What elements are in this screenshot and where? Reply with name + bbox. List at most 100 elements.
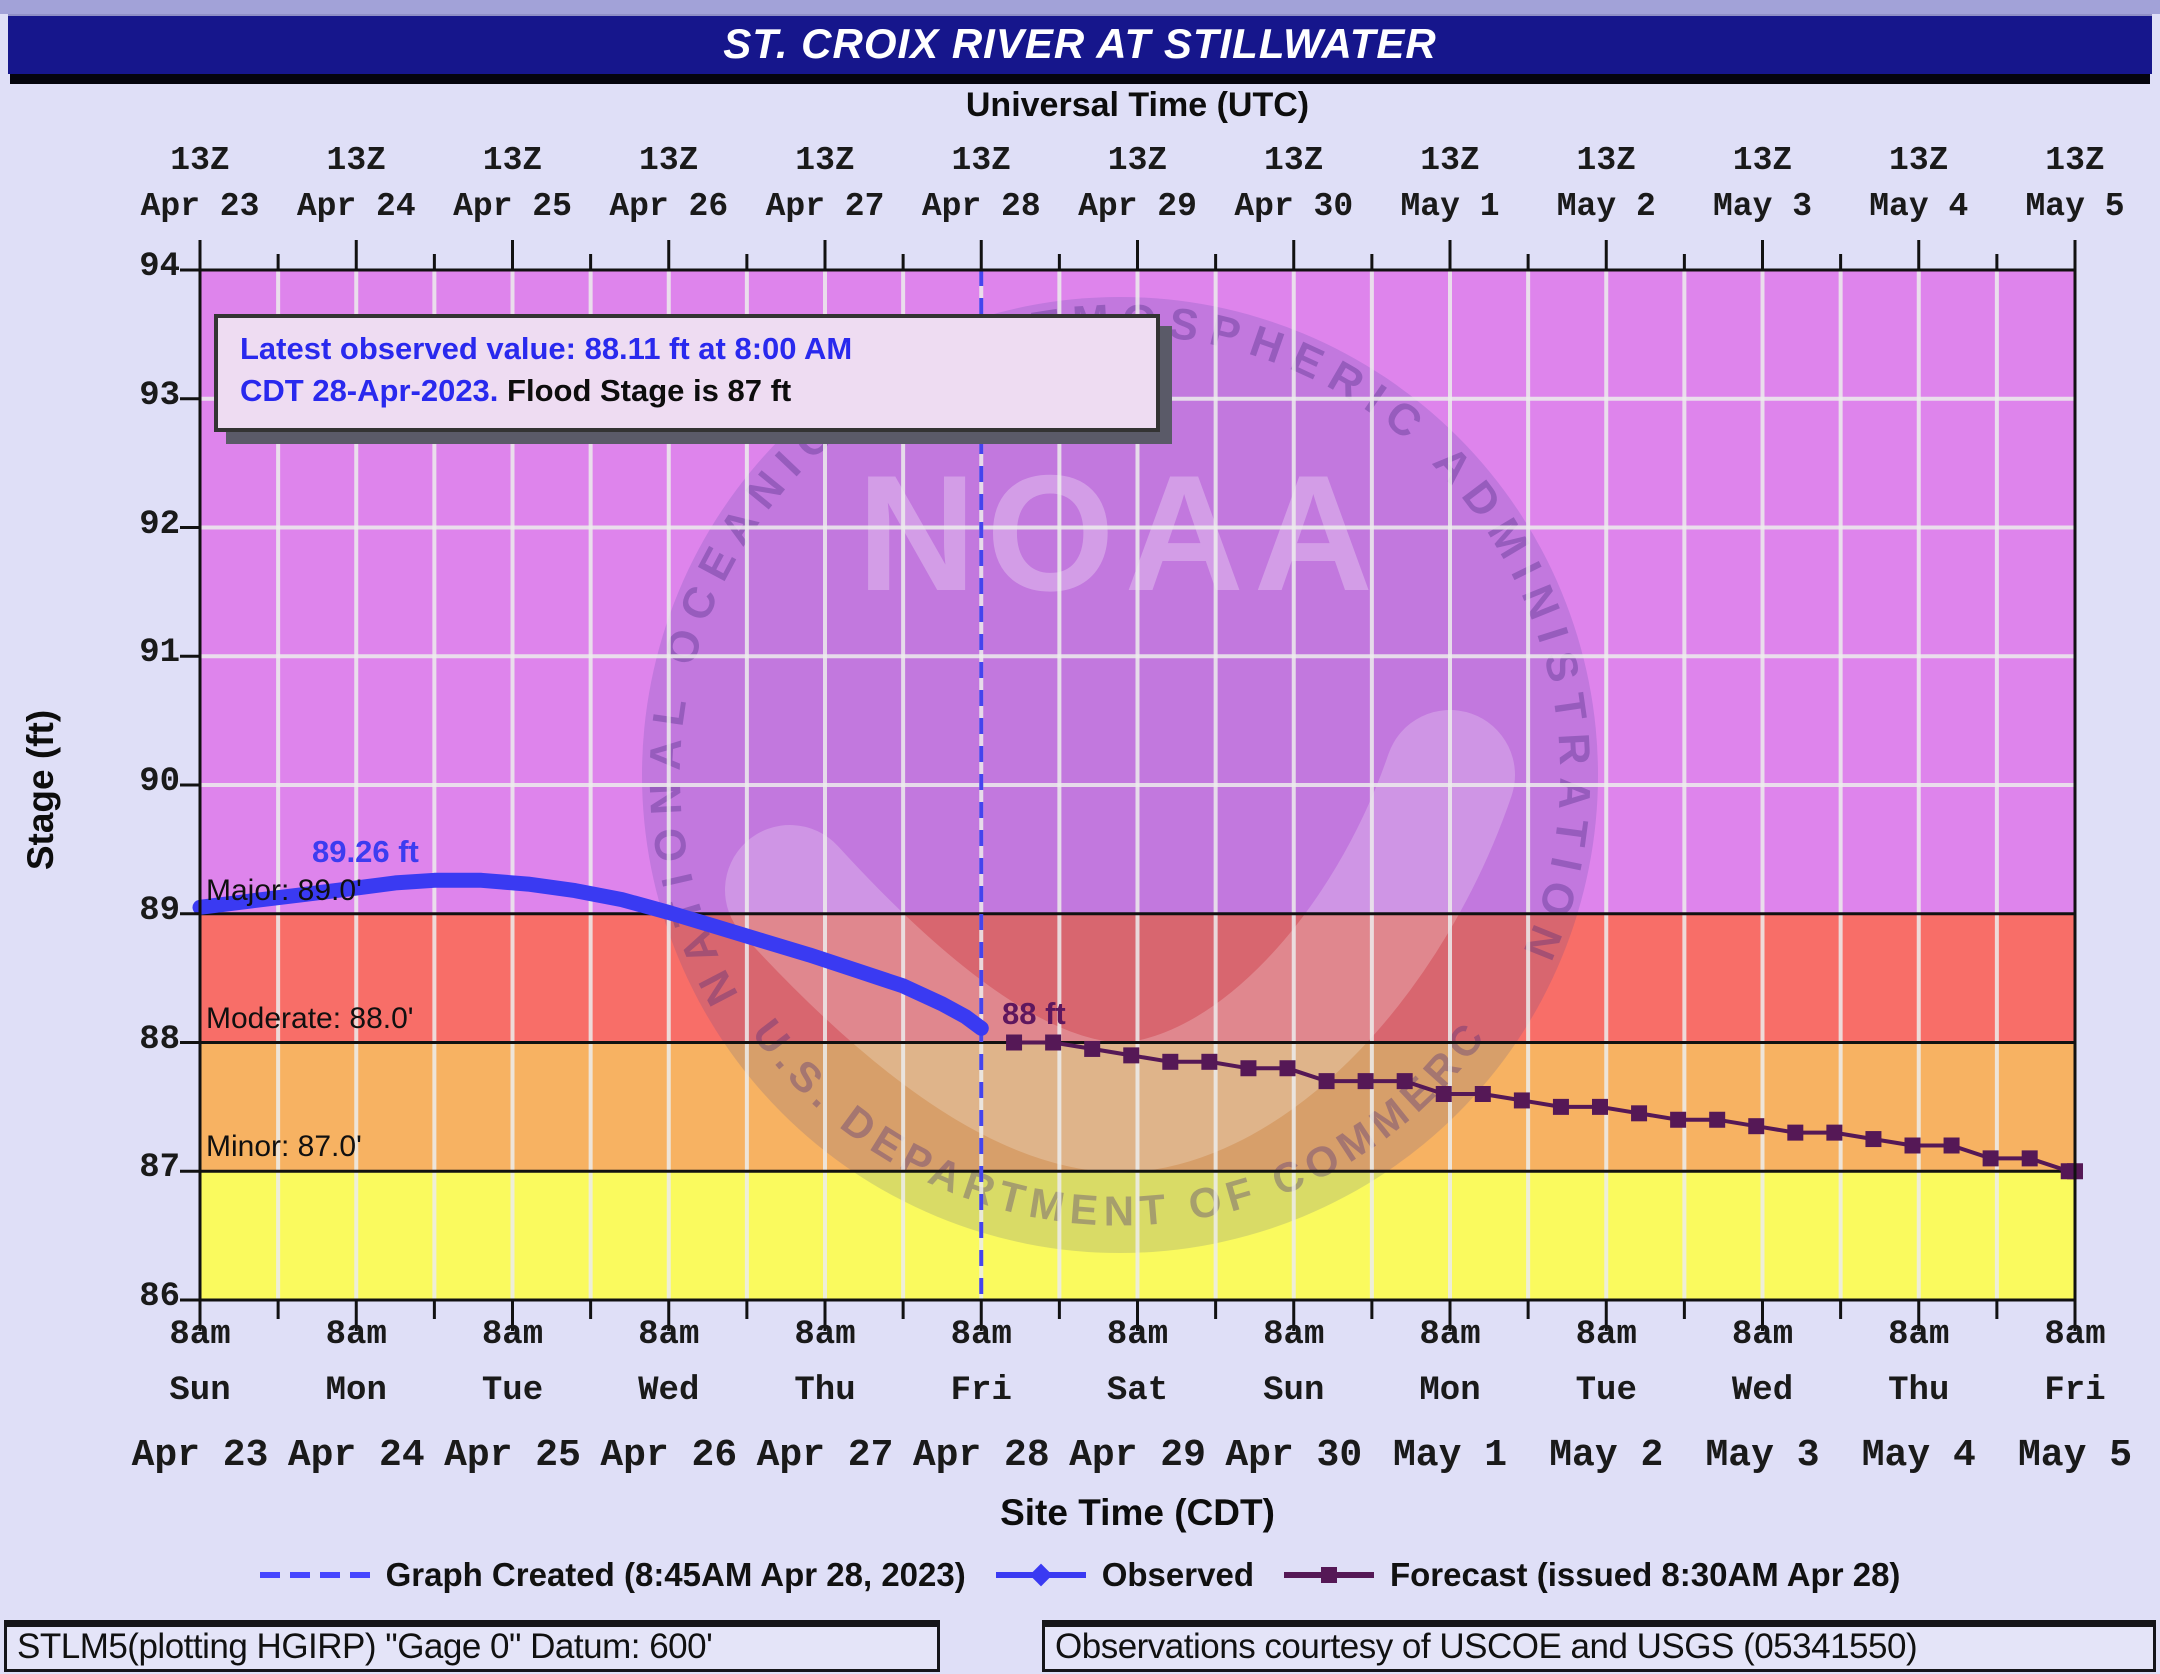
legend-item-forecast: Forecast (issued 8:30AM Apr 28) [1283, 1556, 1901, 1594]
station-datum-box: STLM5(plotting HGIRP) "Gage 0" Datum: 60… [4, 1620, 940, 1672]
forecast-marker [1552, 1098, 1569, 1115]
bottom-axis-time-label: 8am [950, 1316, 1012, 1354]
top-axis-hour-label: 13Z [951, 142, 1011, 179]
forecast-marker [1826, 1124, 1843, 1141]
y-axis-tick-label: 93 [139, 376, 180, 415]
y-axis-tick-label: 88 [139, 1020, 180, 1059]
latest-observed-date: CDT 28-Apr-2023. [240, 373, 499, 408]
bottom-axis-date-label: May 5 [2017, 1434, 2133, 1477]
bottom-axis-day-label: Tue [481, 1372, 544, 1410]
forecast-marker [1787, 1124, 1804, 1141]
y-axis-tick-label: 91 [139, 634, 180, 673]
bottom-axis-date-label: Apr 27 [756, 1434, 894, 1477]
observed-peak-annotation: 89.26 ft [312, 834, 419, 869]
legend-created-label: Graph Created (8:45AM Apr 28, 2023) [385, 1556, 966, 1593]
forecast-line-swatch [1283, 1565, 1374, 1585]
legend-forecast-label: Forecast (issued 8:30AM Apr 28) [1389, 1556, 1901, 1593]
top-axis-date-label: Apr 26 [609, 188, 729, 225]
bottom-axis-time-label: 8am [638, 1316, 700, 1354]
bottom-axis-time-label: 8am [1106, 1316, 1169, 1354]
noaa-wordmark: NOAA [857, 441, 1383, 625]
bottom-axis-date-label: Apr 25 [444, 1434, 581, 1477]
bottom-axis-time-label: 8am [325, 1316, 387, 1354]
forecast-marker [1162, 1053, 1179, 1070]
forecast-marker [1123, 1047, 1140, 1064]
forecast-marker [1670, 1111, 1687, 1128]
graph-created-line-swatch [259, 1572, 370, 1578]
forecast-marker [1513, 1092, 1530, 1109]
forecast-marker [1474, 1086, 1491, 1102]
forecast-start-annotation: 88 ft [1002, 996, 1066, 1031]
top-axis-hour-label: 13Z [482, 142, 543, 179]
bottom-axis-time-label: 8am [2044, 1316, 2106, 1354]
forecast-marker [1279, 1060, 1296, 1077]
forecast-marker [2021, 1150, 2038, 1167]
bottom-axis-day-label: Wed [1731, 1372, 1794, 1410]
bottom-axis-time-label: 8am [1731, 1316, 1794, 1354]
observations-credit-box: Observations courtesy of USCOE and USGS … [1042, 1620, 2156, 1672]
bottom-axis-date-label: May 1 [1392, 1434, 1508, 1477]
bottom-axis-day-label: Fri [950, 1372, 1012, 1410]
top-axis-date-label: May 5 [2025, 188, 2125, 225]
bottom-axis-date-label: Apr 29 [1069, 1434, 1206, 1477]
bottom-axis-date-label: Apr 30 [1225, 1434, 1363, 1477]
top-axis-date-label: Apr 25 [453, 188, 572, 225]
bottom-axis-date-label: May 2 [1549, 1434, 1664, 1477]
forecast-marker [1318, 1073, 1335, 1090]
y-axis-tick-label: 87 [139, 1149, 180, 1188]
top-axis-hour-label: 13Z [1576, 142, 1636, 179]
top-axis-date-label: May 3 [1712, 188, 1813, 225]
bottom-axis-date-label: Apr 28 [912, 1434, 1050, 1477]
top-axis-hour-label: 13Z [1732, 142, 1793, 179]
top-axis-date-label: Apr 30 [1234, 188, 1354, 225]
forecast-marker [1748, 1118, 1765, 1135]
forecast-marker [1201, 1053, 1218, 1070]
bottom-axis-time-label: 8am [1888, 1316, 1950, 1354]
bottom-axis-day-label: Mon [325, 1372, 387, 1410]
bottom-axis-title: Site Time (CDT) [1000, 1492, 1275, 1533]
y-axis-tick-label: 89 [139, 891, 180, 930]
top-axis-date-label: Apr 24 [296, 188, 416, 225]
forecast-marker [1006, 1034, 1023, 1051]
bottom-axis-date-label: May 3 [1705, 1434, 1820, 1477]
forecast-marker [1865, 1131, 1882, 1148]
bottom-axis-time-label: 8am [481, 1316, 544, 1354]
forecast-marker [1240, 1060, 1257, 1077]
forecast-marker [1084, 1040, 1101, 1057]
y-axis-tick-label: 94 [139, 248, 180, 286]
bottom-axis-time-label: 8am [1419, 1316, 1481, 1354]
legend-item-observed: Observed [995, 1556, 1254, 1594]
top-axis-date-label: May 1 [1400, 188, 1500, 225]
bottom-axis-day-label: Sun [1263, 1372, 1325, 1410]
top-axis-date-label: Apr 23 [140, 188, 260, 225]
bottom-axis-day-label: Wed [638, 1372, 700, 1410]
bottom-axis-day-label: Thu [1888, 1372, 1950, 1410]
y-axis-title: Stage (ft) [20, 709, 61, 871]
observed-line-swatch [995, 1563, 1086, 1587]
top-axis-date-label: Apr 28 [921, 188, 1041, 225]
bottom-axis-day-label: Thu [794, 1372, 856, 1410]
latest-observed-info-box: Latest observed value: 88.11 ft at 8:00 … [214, 314, 1160, 432]
bottom-axis-date-label: Apr 26 [600, 1434, 738, 1477]
latest-observed-line1: Latest observed value: 88.11 ft at 8:00 … [240, 331, 853, 366]
top-axis-hour-label: 13Z [326, 142, 386, 179]
moderate-flood-label: Moderate: 88.0' [206, 1002, 414, 1035]
top-axis-date-label: Apr 29 [1078, 188, 1197, 225]
top-axis-hour-label: 13Z [2045, 142, 2105, 179]
bottom-axis-time-label: 8am [169, 1316, 231, 1354]
forecast-marker [1982, 1150, 1999, 1167]
top-axis-hour-label: 13Z [1889, 142, 1949, 179]
bottom-axis-time-label: 8am [1263, 1316, 1325, 1354]
forecast-marker [1396, 1073, 1413, 1090]
forecast-marker [1904, 1137, 1921, 1154]
bottom-axis-day-label: Sun [169, 1372, 231, 1410]
legend-item-created: Graph Created (8:45AM Apr 28, 2023) [259, 1556, 966, 1594]
top-axis-hour-label: 13Z [1420, 142, 1480, 179]
bottom-axis-time-label: 8am [794, 1316, 856, 1354]
bottom-axis-date-label: Apr 23 [131, 1434, 269, 1477]
bottom-axis-day-label: Mon [1419, 1372, 1481, 1410]
forecast-marker [1045, 1034, 1062, 1051]
bottom-axis-day-label: Tue [1575, 1372, 1637, 1410]
y-axis-tick-label: 92 [139, 505, 180, 544]
bottom-axis-time-label: 8am [1575, 1316, 1637, 1354]
